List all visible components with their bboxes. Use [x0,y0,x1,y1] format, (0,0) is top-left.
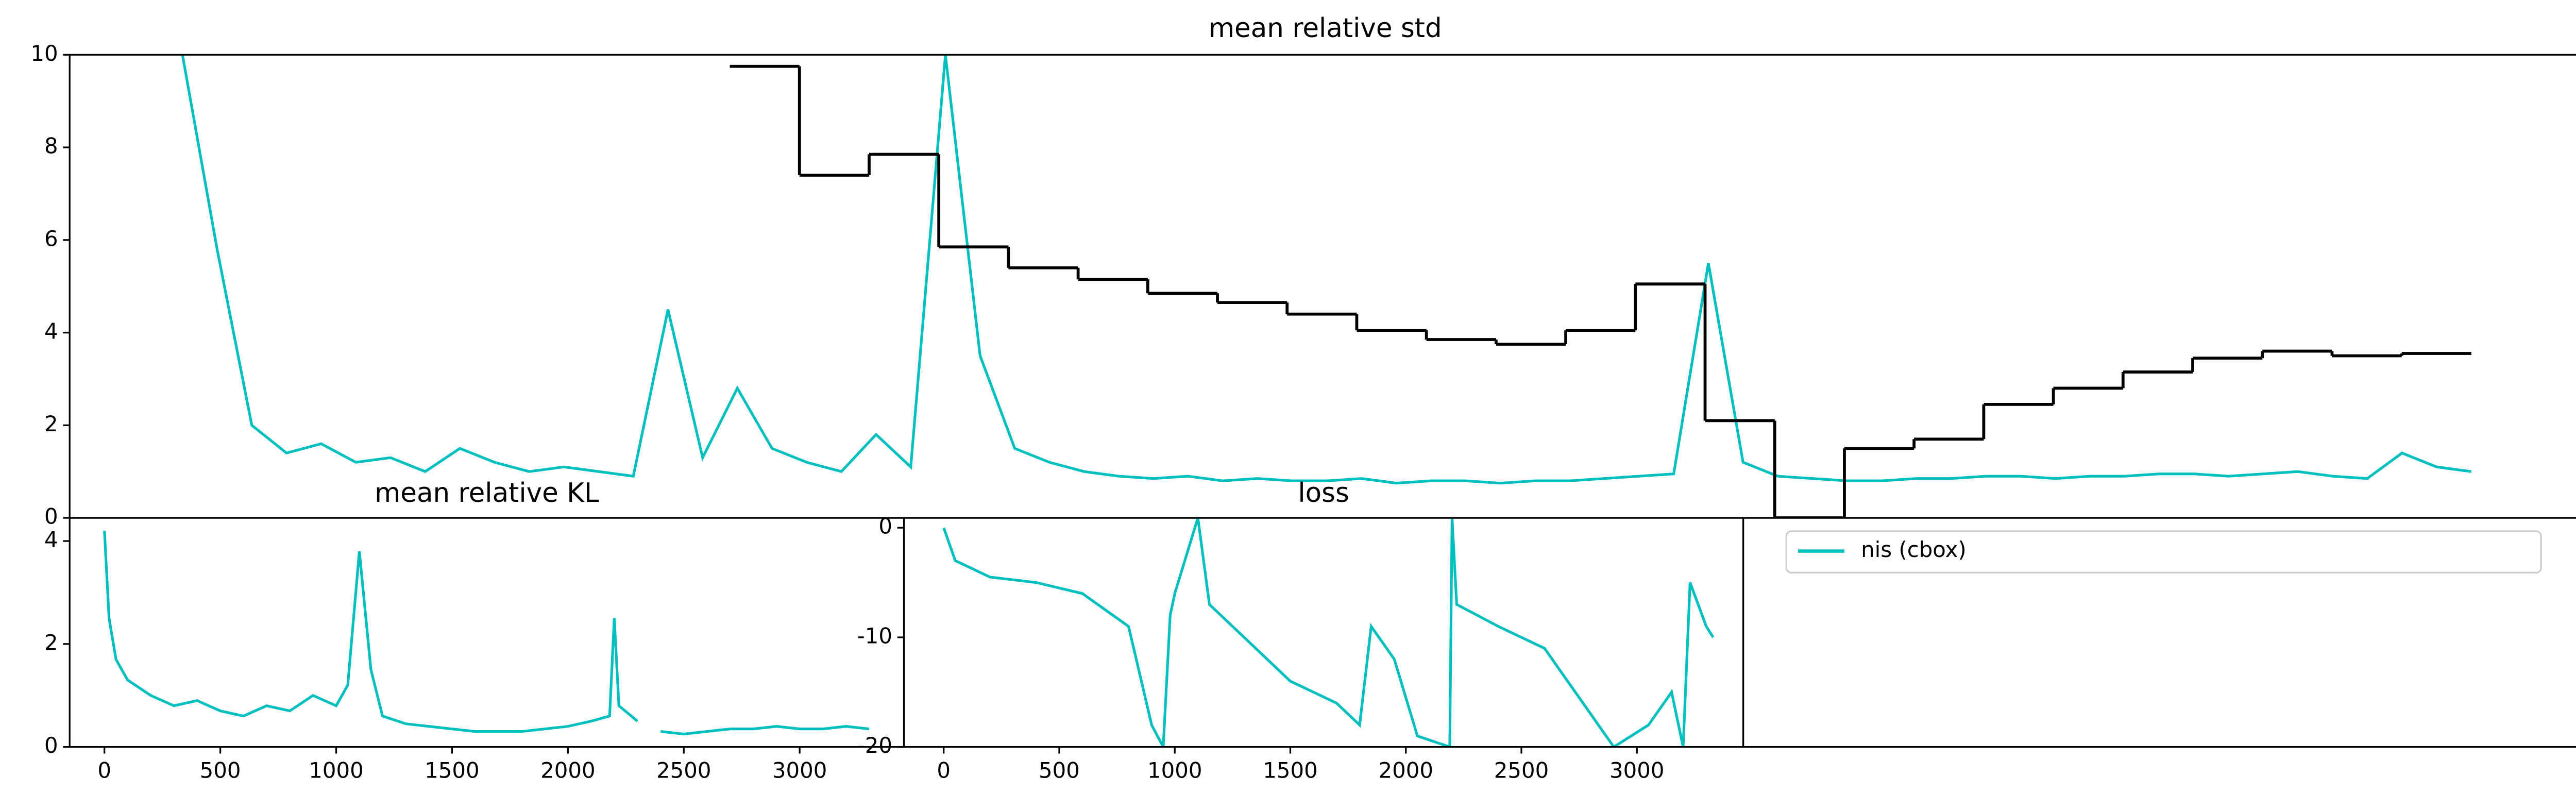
x-tick-label: 3000 [772,757,827,783]
y-tick-label: 8 [44,133,58,159]
x-tick-label: 2000 [540,757,595,783]
axes-frame [1742,517,2576,748]
x-tick-label: 2000 [1378,757,1433,783]
chart-title: loss [1298,478,1349,509]
legend-label: nis (cbox) [1861,537,1967,562]
legend-box [1785,530,2542,573]
line [181,55,2472,485]
y-tick-label: -20 [857,733,892,758]
x-tick-label: 1000 [309,757,363,783]
y-tick-label: 0 [44,733,58,758]
x-tick-label: 500 [200,757,241,783]
x-tick-label: 0 [937,757,951,783]
y-tick-label: 0 [878,514,892,539]
x-tick-label: 500 [1039,757,1080,783]
y-tick-label: 2 [44,411,58,436]
axes-frame [69,54,2576,519]
x-tick-label: 1500 [425,757,479,783]
axes-frame [69,517,905,748]
line [942,518,1715,747]
y-tick-label: 4 [44,527,58,552]
x-tick-label: 1500 [1263,757,1317,783]
x-tick-label: 2500 [656,757,711,783]
line [103,530,870,736]
y-tick-label: -10 [857,623,892,648]
y-tick-label: 10 [30,41,58,66]
y-tick-label: 6 [44,226,58,251]
y-tick-label: 4 [44,318,58,344]
chart-title: mean relative std [1209,13,1442,44]
y-tick-label: 0 [44,504,58,529]
x-tick-label: 0 [97,757,111,783]
axes-frame [903,517,1744,748]
y-tick-label: 2 [44,630,58,655]
x-tick-label: 1000 [1147,757,1202,783]
x-tick-label: 2500 [1494,757,1549,783]
chart-title: mean relative KL [375,478,599,509]
x-tick-label: 3000 [1609,757,1664,783]
